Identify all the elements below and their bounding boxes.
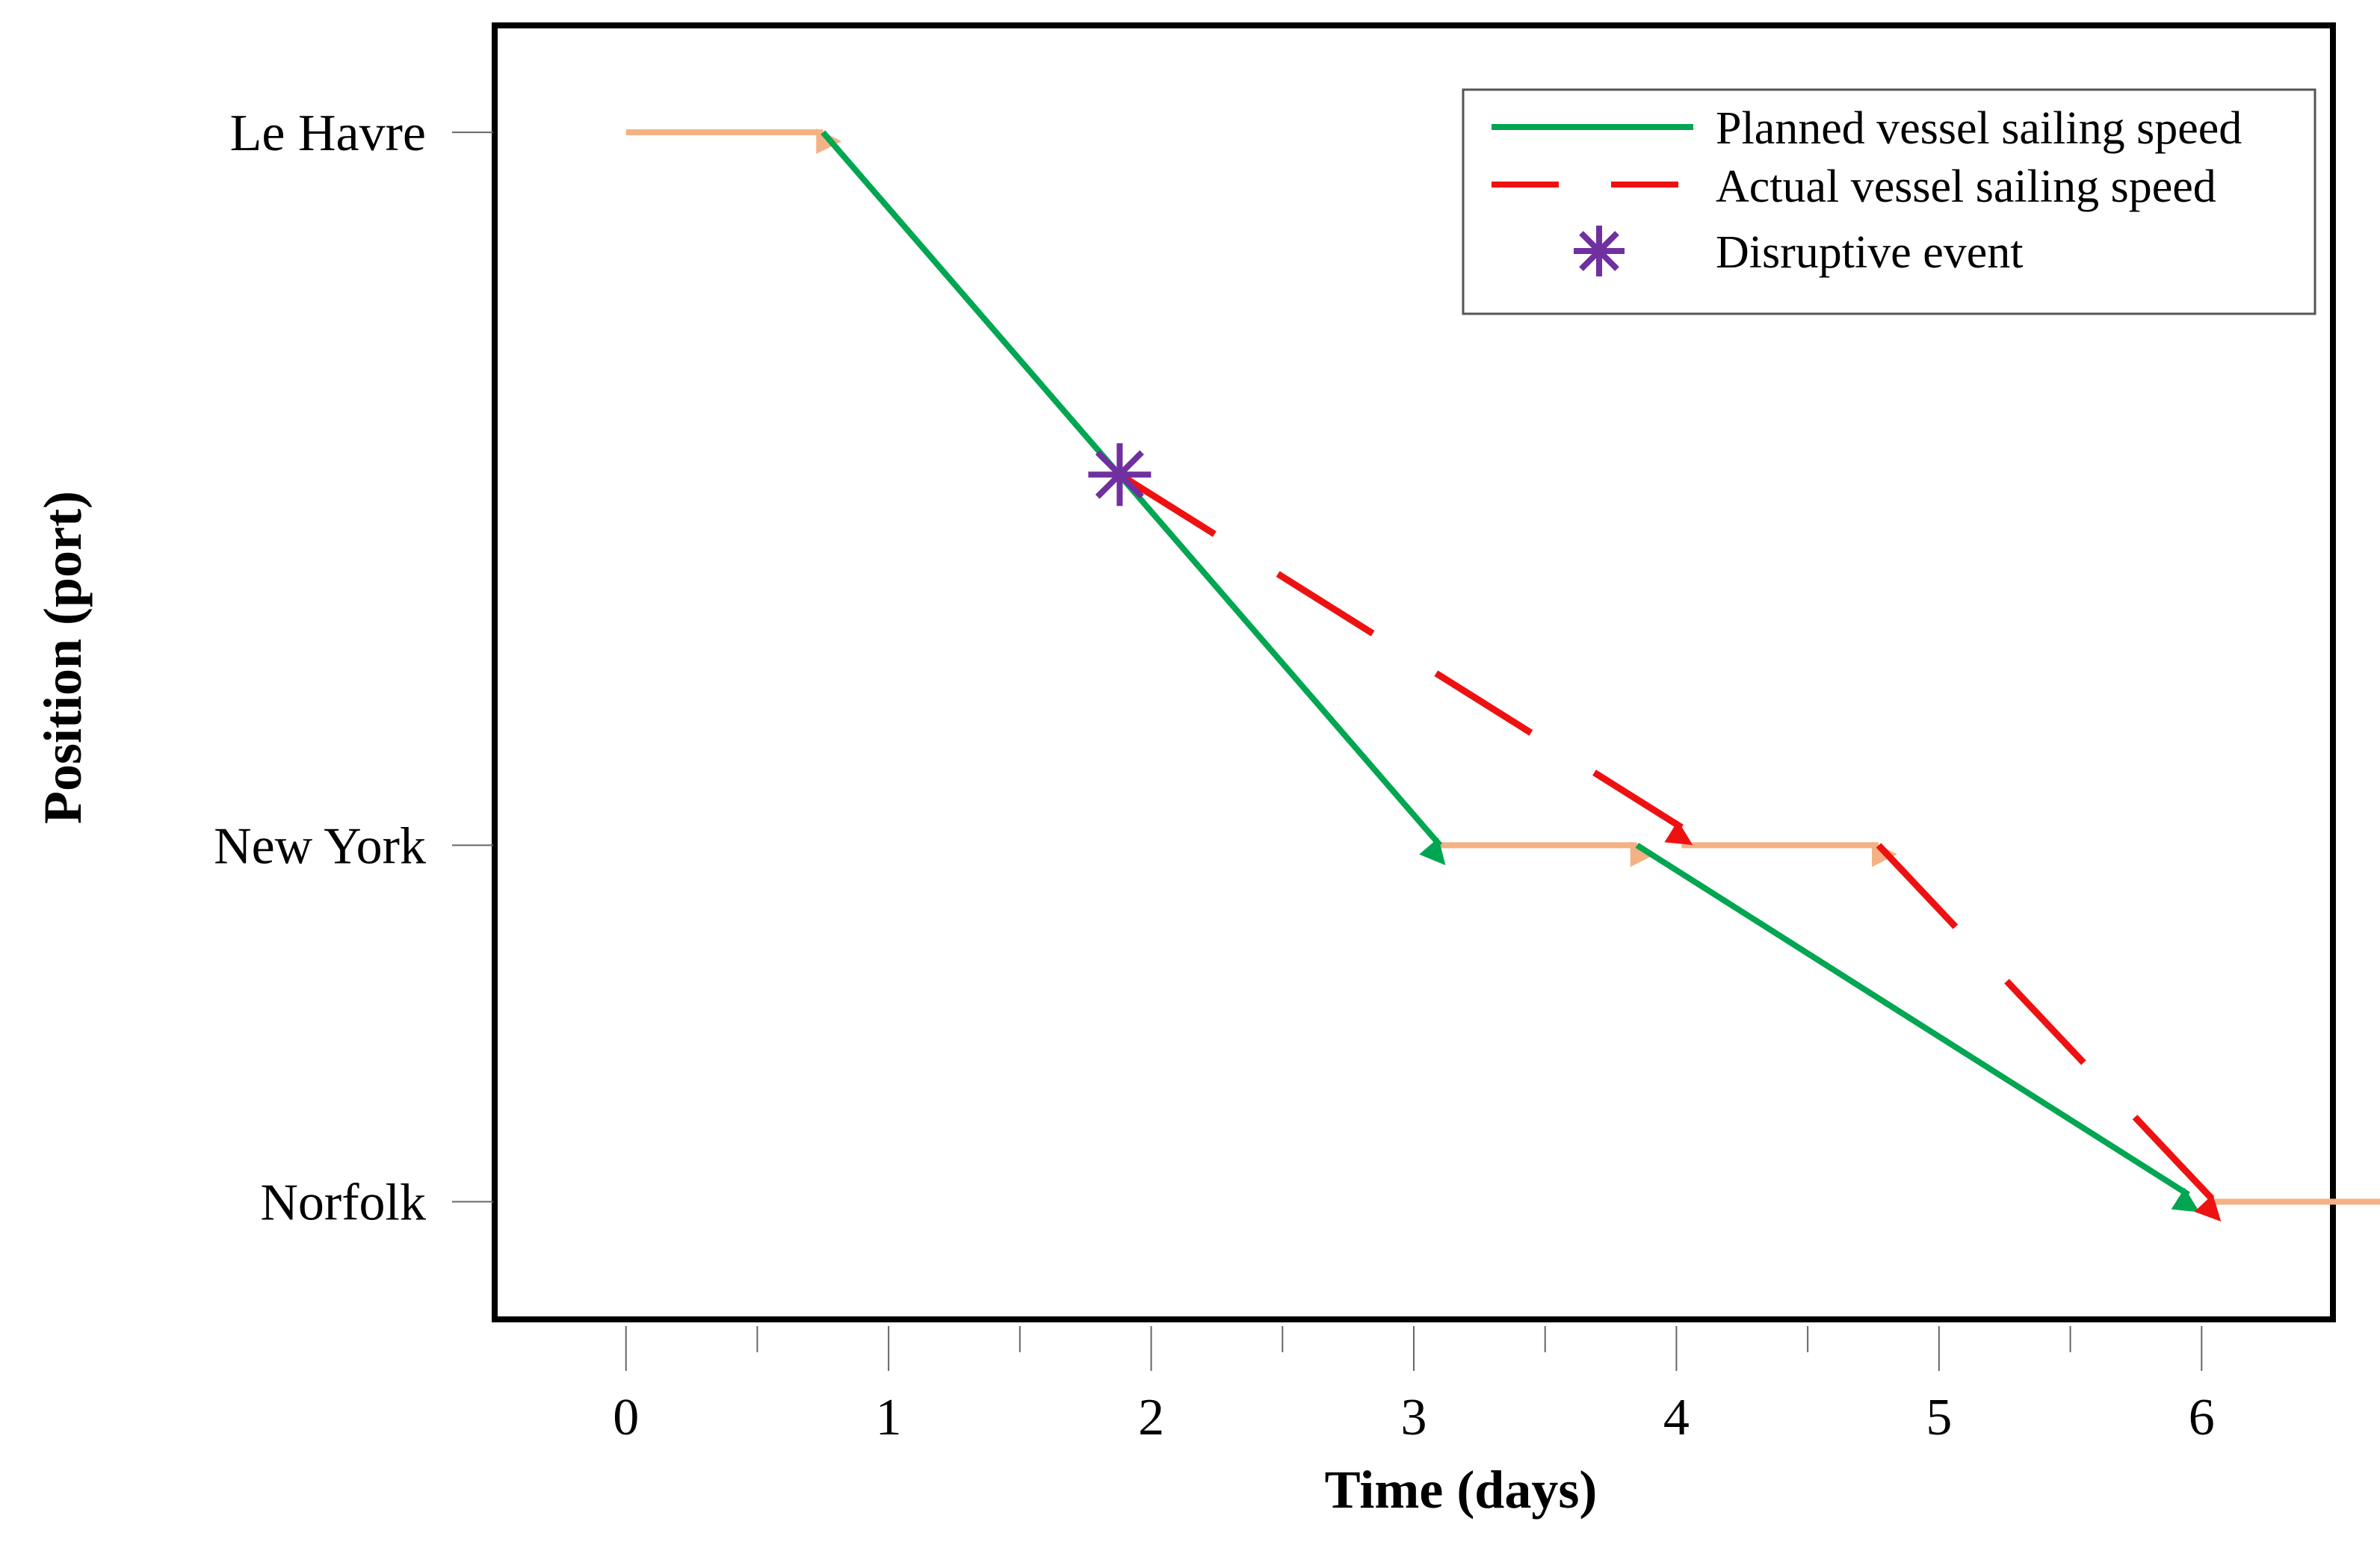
x-axis: 0 1 2 3 4 5 6 xyxy=(613,1326,2215,1446)
y-axis-title: Position (port) xyxy=(33,491,93,824)
x-axis-title: Time (days) xyxy=(1325,1460,1598,1520)
disruptive-event-asterisk xyxy=(1088,443,1152,507)
disruptive-event-marker xyxy=(1088,443,1152,507)
disruptive-event-asterisk-stroke xyxy=(1095,450,1144,499)
x-tick-label-4: 4 xyxy=(1663,1389,1690,1446)
legend-label-actual: Actual vessel sailing speed xyxy=(1716,161,2216,212)
x-tick-label-3: 3 xyxy=(1401,1389,1427,1446)
actual-segment-0 xyxy=(1118,471,1693,846)
planned-segment-1 xyxy=(1635,843,2200,1213)
x-tick-label-2: 2 xyxy=(1138,1389,1164,1446)
x-tick-label-5: 5 xyxy=(1926,1389,1952,1446)
legend-swatch-disruption xyxy=(1574,226,1625,276)
legend-label-planned: Planned vessel sailing speed xyxy=(1716,103,2242,154)
legend-asterisk xyxy=(1574,226,1625,276)
actual-series xyxy=(1118,471,2222,1222)
actual-segment-1 xyxy=(1876,843,2222,1222)
legend-asterisk-stroke xyxy=(1579,231,1619,271)
plot-frame xyxy=(492,22,2336,1322)
y-tick-label-new-york: New York xyxy=(214,817,426,875)
y-tick-label-le-havre: Le Havre xyxy=(230,105,426,162)
x-tick-label-1: 1 xyxy=(876,1389,902,1446)
x-tick-label-0: 0 xyxy=(613,1389,639,1446)
legend-label-disruption: Disruptive event xyxy=(1716,227,2024,278)
y-tick-label-norfolk: Norfolk xyxy=(260,1174,426,1232)
x-tick-label-6: 6 xyxy=(2189,1389,2215,1446)
legend: Planned vessel sailing speed Actual vess… xyxy=(1462,88,2316,315)
port-stay-arrows xyxy=(625,129,2380,1205)
y-axis: Le Havre New York Norfolk xyxy=(214,105,493,1232)
